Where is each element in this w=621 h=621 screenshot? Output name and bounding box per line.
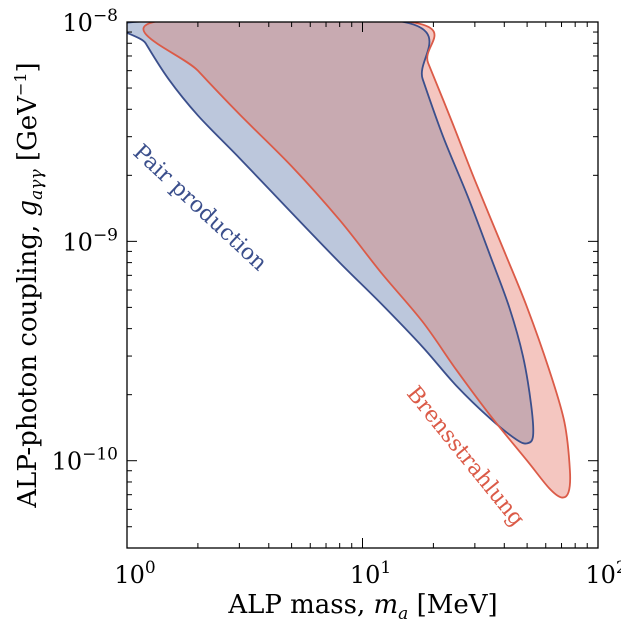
y-tick-label: 10−8 bbox=[62, 6, 118, 37]
y-tick-label-exponent: −10 bbox=[82, 445, 118, 465]
x-tick-label-base: 10 bbox=[585, 561, 616, 589]
exclusion-regions bbox=[127, 22, 572, 499]
y-tick-label: 10−9 bbox=[62, 225, 118, 256]
y-tick-label-base: 10 bbox=[62, 9, 93, 37]
x-tick-label-base: 10 bbox=[114, 561, 145, 589]
y-axis-unit-exponent: −1 bbox=[11, 72, 30, 96]
x-tick-label-base: 10 bbox=[350, 561, 381, 589]
y-axis-title: ALP-photon coupling, gaγγ [GeV−1] bbox=[11, 62, 47, 508]
y-tick-label-base: 10 bbox=[52, 448, 83, 476]
x-axis-symbol: m bbox=[374, 590, 399, 620]
y-axis-symbol: g bbox=[13, 200, 43, 217]
x-axis-title-text: ALP mass, bbox=[227, 590, 373, 620]
y-axis-title-text: ALP-photon coupling, bbox=[13, 217, 43, 509]
x-tick-label-exponent: 1 bbox=[380, 558, 391, 578]
y-tick-label: 10−10 bbox=[52, 445, 118, 476]
x-tick-label-exponent: 0 bbox=[145, 558, 156, 578]
y-axis-subscript: aγγ bbox=[27, 169, 47, 200]
x-tick-label: 101 bbox=[350, 558, 391, 589]
x-axis-subscript: a bbox=[398, 604, 408, 621]
x-axis-unit: [MeV] bbox=[408, 590, 497, 620]
region-overlap-fill bbox=[143, 22, 534, 444]
x-tick-label-exponent: 2 bbox=[616, 558, 621, 578]
y-tick-label-exponent: −9 bbox=[93, 225, 118, 245]
x-tick-label: 100 bbox=[114, 558, 155, 589]
y-tick-label-exponent: −8 bbox=[93, 6, 118, 26]
y-axis-unit: [GeV bbox=[13, 95, 43, 170]
y-tick-label-base: 10 bbox=[62, 228, 93, 256]
region-outline-0 bbox=[127, 22, 535, 445]
region-outline-1 bbox=[142, 22, 572, 499]
x-axis-title: ALP mass, ma [MeV] bbox=[227, 590, 497, 621]
y-axis-unit-close: ] bbox=[13, 62, 43, 72]
x-tick-label: 102 bbox=[585, 558, 621, 589]
plot-frame bbox=[126, 21, 599, 549]
